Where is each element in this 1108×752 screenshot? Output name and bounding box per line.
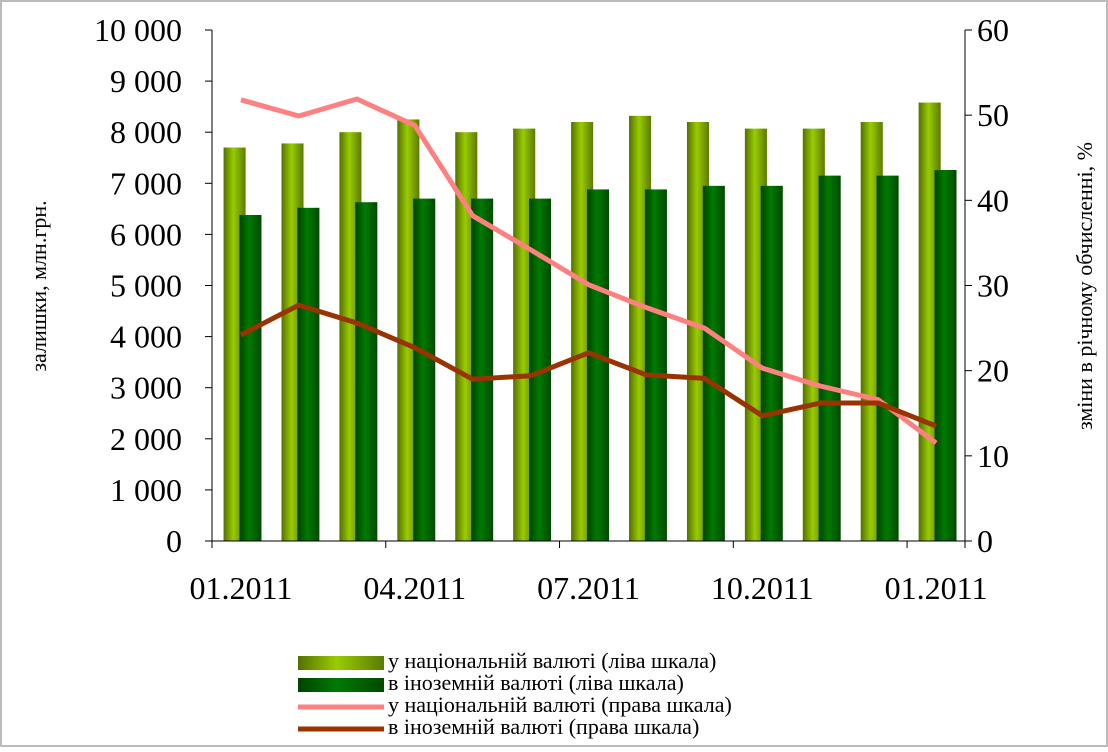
bar-shade xyxy=(760,185,783,542)
y-tick-label: 0 xyxy=(166,523,182,559)
y2-tick-label: 0 xyxy=(977,523,993,559)
y2-tick-label: 10 xyxy=(977,438,1009,474)
legend-swatch-shade xyxy=(298,678,384,692)
bar-shade xyxy=(934,170,957,541)
y-tick-label: 2 000 xyxy=(110,421,182,457)
y2-tick-label: 40 xyxy=(977,182,1009,218)
y-tick-label: 5 000 xyxy=(110,268,182,304)
y-tick-label: 10 000 xyxy=(94,12,182,48)
y-tick-label: 4 000 xyxy=(110,319,182,355)
line xyxy=(240,96,938,446)
y2-tick-label: 20 xyxy=(977,353,1009,389)
bar-shade xyxy=(239,214,262,541)
legend-label: в іноземній валюті (ліва шкала) xyxy=(388,670,684,695)
line xyxy=(239,302,937,429)
bar-shade xyxy=(355,202,378,541)
x-tick-label: 01.2011 xyxy=(885,570,988,606)
bar-shade xyxy=(471,198,494,541)
y2-tick-label: 50 xyxy=(977,97,1009,133)
y-tick-label: 8 000 xyxy=(110,114,182,150)
y-tick-label: 9 000 xyxy=(110,63,182,99)
bar-shade xyxy=(413,198,436,541)
bar-shade xyxy=(586,189,609,541)
legend-label: у національній валюті (права шкала) xyxy=(388,692,732,717)
y-tick-label: 7 000 xyxy=(110,165,182,201)
x-tick-label: 01.2011 xyxy=(190,570,293,606)
x-tick-label: 10.2011 xyxy=(711,570,814,606)
bar-shade xyxy=(818,175,841,541)
y2-tick-label: 60 xyxy=(977,12,1009,48)
y-tick-label: 3 000 xyxy=(110,370,182,406)
y-tick-label: 6 000 xyxy=(110,216,182,252)
bar-shade xyxy=(297,207,320,541)
bar-shade xyxy=(702,185,725,542)
bar-shade xyxy=(876,175,899,541)
legend-label: в іноземній валюті (права шкала) xyxy=(388,714,699,739)
y2-axis-label: зміни в річному обчисленні, % xyxy=(1072,142,1097,430)
bar-shade xyxy=(644,189,667,541)
y-tick-label: 1 000 xyxy=(110,472,182,508)
y2-tick-label: 30 xyxy=(977,268,1009,304)
x-tick-label: 04.2011 xyxy=(363,570,466,606)
y-axis-label: залишки, млн.грн. xyxy=(26,200,51,371)
x-tick-label: 07.2011 xyxy=(537,570,640,606)
legend-label: у національній валюті (ліва шкала) xyxy=(388,648,716,673)
legend-swatch-shade xyxy=(298,656,384,670)
